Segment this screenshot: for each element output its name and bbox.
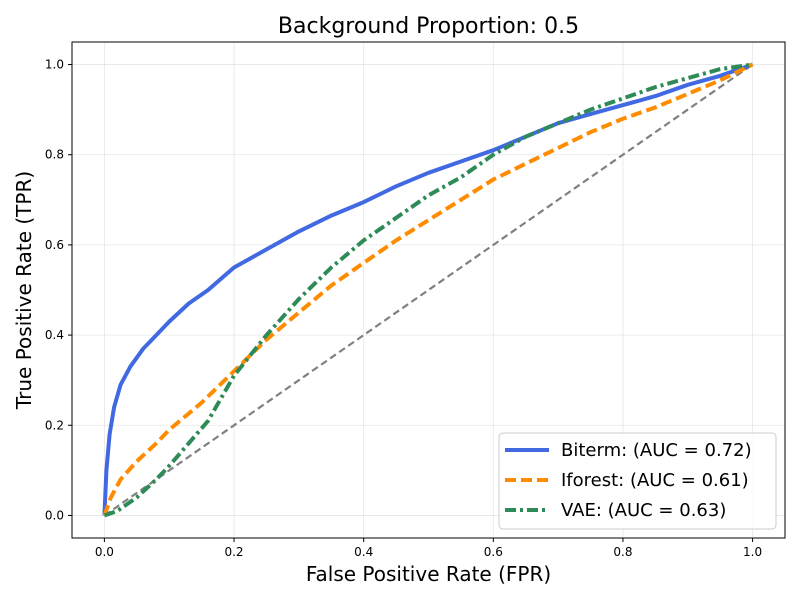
x-axis-label: False Positive Rate (FPR) — [306, 562, 551, 586]
y-tick-label: 1.0 — [45, 58, 64, 72]
legend-label-iforest: Iforest: (AUC = 0.61) — [561, 470, 749, 491]
series-curves — [102, 62, 754, 518]
y-tick-label: 0.2 — [45, 418, 64, 432]
legend-label-biterm: Biterm: (AUC = 0.72) — [561, 440, 752, 461]
y-axis-label: True Positive Rate (TPR) — [12, 171, 36, 410]
legend-label-vae: VAE: (AUC = 0.63) — [561, 500, 726, 521]
x-tick-label: 0.2 — [224, 545, 243, 559]
series-line-vae — [103, 62, 753, 518]
x-tick-label: 0.4 — [354, 545, 373, 559]
x-tick-label: 1.0 — [743, 545, 762, 559]
x-tick-label: 0.8 — [613, 545, 632, 559]
x-tick-label: 0.0 — [95, 545, 114, 559]
y-tick-label: 0.4 — [45, 328, 64, 342]
series-line-biterm — [102, 62, 754, 516]
legend: Biterm: (AUC = 0.72) Iforest: (AUC = 0.61… — [498, 432, 777, 530]
legend-box — [498, 432, 777, 530]
y-tick-label: 0.6 — [45, 238, 64, 252]
plot-frame — [71, 41, 786, 539]
x-tick-label: 0.6 — [484, 545, 503, 559]
series-line-iforest — [102, 62, 754, 517]
y-tick-label: 0.0 — [45, 508, 64, 522]
grid — [72, 42, 785, 538]
y-tick-label: 0.8 — [45, 148, 64, 162]
axis-ticks: 0.0 0.2 0.4 0.6 0.8 1.0 0.0 0.2 0.4 0.6 0.8 1.0 — [45, 58, 762, 559]
chart-title: Background Proportion: 0.5 — [278, 14, 579, 39]
